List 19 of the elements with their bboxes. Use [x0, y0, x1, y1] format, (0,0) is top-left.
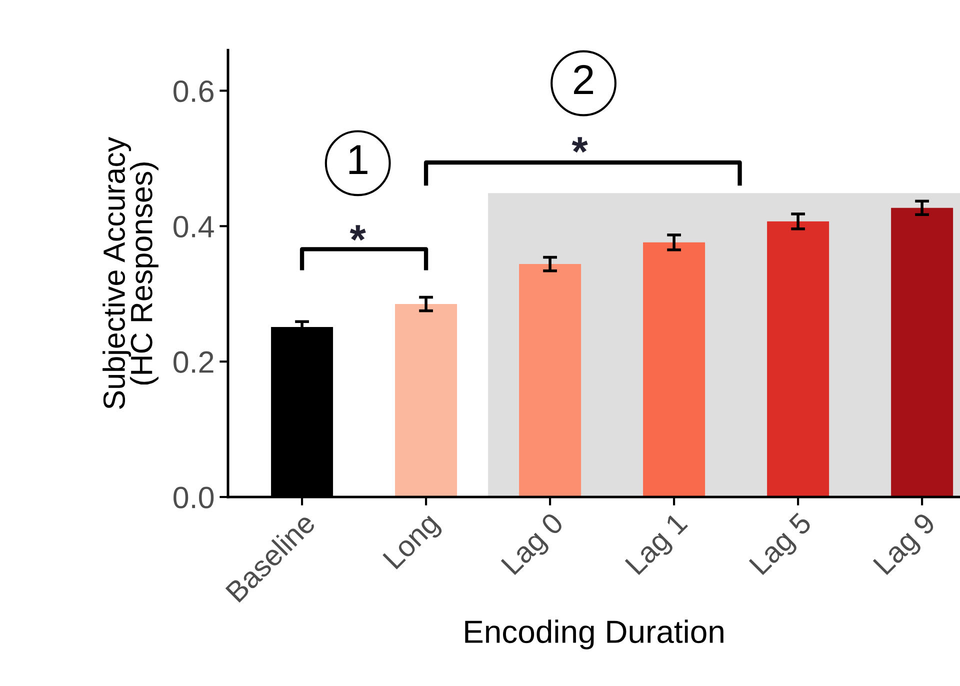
- bar: [519, 264, 582, 498]
- x-axis-title: Encoding Duration: [465, 620, 724, 650]
- x-tick-label: Lag 9: [872, 512, 940, 580]
- y-axis-title: Subjective Accuracy (HC Responses): [102, 136, 158, 409]
- bar: [643, 242, 706, 498]
- bar: [767, 221, 830, 498]
- y-tick-label: 0.0: [174, 486, 214, 508]
- x-tick-label: Lag 1: [624, 512, 692, 580]
- y-tick-label: 0.6: [174, 80, 214, 102]
- x-tick-label: Lag 5: [748, 512, 816, 580]
- annotation: *: [350, 225, 366, 241]
- annotation: 1: [349, 145, 368, 174]
- y-tick-label: 0.2: [174, 351, 214, 373]
- annotation: 2: [574, 64, 594, 94]
- y-tick-label: 0.4: [174, 216, 214, 238]
- bar: [891, 208, 954, 498]
- x-tick-label: Lag 0: [500, 512, 568, 580]
- annotation: *: [572, 137, 588, 153]
- bar: [395, 304, 458, 498]
